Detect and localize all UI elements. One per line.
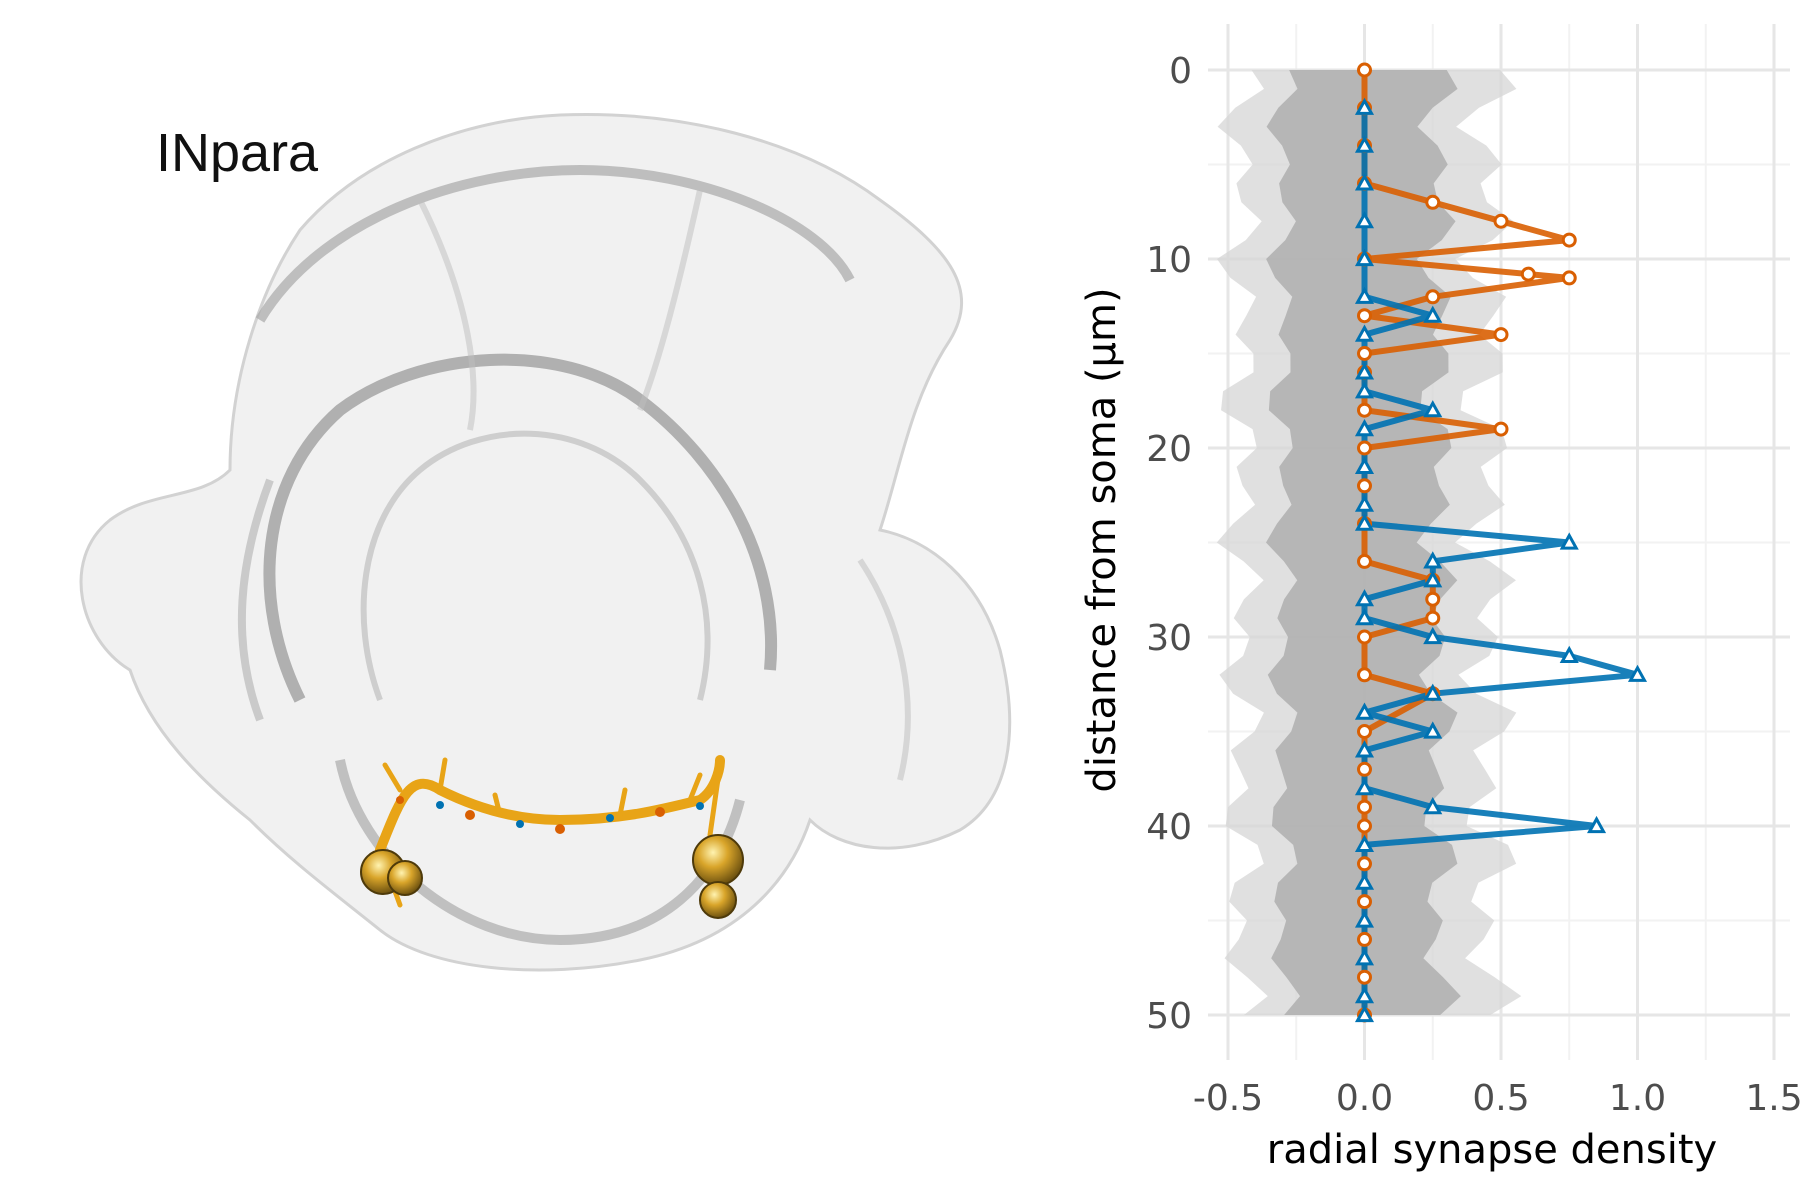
data-point-triangle [1559, 645, 1579, 663]
data-point-circle [1357, 856, 1372, 872]
data-point-triangle [1423, 683, 1443, 701]
x-tick-label: 1.0 [1609, 1078, 1666, 1119]
data-point-circle [1520, 266, 1536, 282]
data-point-triangle [1423, 626, 1443, 645]
x-tick-label: 0.5 [1472, 1078, 1529, 1119]
data-point-circle [1357, 402, 1372, 418]
data-point-triangle [1354, 173, 1375, 191]
data-point-triangle [1423, 551, 1443, 569]
cell-type-label: INpara [156, 123, 319, 183]
brain-mesh-outline [79, 113, 1012, 972]
neuron-3d-render: INpara [79, 113, 1012, 972]
data-point-triangle [1354, 97, 1375, 115]
data-point-circle [1357, 799, 1372, 815]
data-point-triangle [1423, 400, 1443, 418]
data-point-triangle [1627, 664, 1648, 682]
data-point-circle [1425, 289, 1441, 305]
data-point-circle [1357, 931, 1372, 947]
data-point-triangle [1354, 740, 1375, 758]
x-axis-label: radial synapse density [1267, 1127, 1717, 1173]
data-point-circle [1425, 610, 1441, 626]
data-point-triangle [1354, 324, 1375, 342]
data-point-circle [1561, 270, 1577, 286]
data-point-circle [1357, 629, 1372, 645]
data-point-circle [1357, 724, 1372, 739]
x-tick-labels: -0.5 0.0 0.5 1.0 1.5 [1193, 1078, 1800, 1119]
data-point-triangle [1354, 986, 1375, 1004]
data-point-triangle [1354, 362, 1375, 380]
x-tick-label: 0.0 [1336, 1078, 1393, 1119]
data-point-triangle [1354, 948, 1375, 966]
data-point-circle [1357, 62, 1372, 78]
y-tick-label: 0 [1169, 51, 1192, 92]
data-point-triangle [1354, 834, 1375, 852]
data-point-circle [1561, 232, 1577, 248]
data-point-circle [1357, 478, 1372, 494]
data-point-triangle [1423, 721, 1443, 739]
y-axis-label: distance from soma (µm) [1079, 287, 1125, 792]
data-point-triangle [1354, 910, 1375, 928]
data-point-triangle [1354, 494, 1375, 512]
data-point-triangle [1423, 797, 1443, 815]
neuron-mesh-svg [79, 113, 1012, 972]
data-point-circle [1357, 346, 1372, 361]
data-point-triangle [1354, 419, 1375, 437]
data-point-triangle [1559, 532, 1579, 550]
data-point-triangle [1354, 778, 1375, 796]
data-point-circle [1493, 327, 1509, 343]
data-point-triangle [1423, 570, 1443, 588]
series-markers [1354, 62, 1648, 1023]
data-point-triangle [1354, 589, 1375, 607]
data-point-triangle [1354, 513, 1375, 531]
data-point-triangle [1354, 381, 1375, 399]
data-point-circle [1425, 194, 1441, 210]
data-point-circle [1357, 894, 1372, 910]
data-point-circle [1493, 421, 1509, 437]
data-point-circle [1425, 591, 1441, 607]
data-point-triangle [1587, 815, 1607, 834]
y-tick-label: 30 [1146, 618, 1192, 659]
y-tick-labels: 0 10 20 30 40 50 [1146, 51, 1192, 1037]
y-tick-label: 40 [1146, 807, 1192, 848]
data-point-triangle [1354, 608, 1375, 626]
data-point-circle [1357, 969, 1372, 985]
data-point-triangle [1354, 286, 1375, 304]
data-point-circle [1357, 440, 1372, 456]
soma-spheres [360, 834, 744, 919]
data-point-circle [1357, 308, 1372, 324]
data-point-circle [1357, 553, 1372, 569]
data-point-triangle [1423, 305, 1443, 323]
x-tick-label: -0.5 [1193, 1078, 1263, 1119]
data-point-circle [1357, 761, 1372, 777]
data-point-triangle [1354, 1004, 1375, 1023]
data-point-triangle [1354, 135, 1375, 153]
data-point-triangle [1354, 248, 1375, 267]
data-point-circle [1357, 818, 1372, 834]
data-point-circle [1493, 213, 1509, 229]
data-point-circle [1357, 667, 1372, 683]
data-point-triangle [1354, 702, 1375, 720]
data-point-triangle [1354, 456, 1375, 474]
data-point-triangle [1354, 211, 1375, 229]
x-tick-label: 1.5 [1745, 1078, 1800, 1119]
data-point-triangle [1354, 872, 1375, 890]
y-tick-label: 50 [1146, 996, 1192, 1037]
series-line-triangle [1361, 107, 1641, 1015]
y-tick-label: 20 [1146, 429, 1192, 470]
neuron-arbor [375, 755, 725, 908]
y-tick-label: 10 [1146, 240, 1192, 281]
